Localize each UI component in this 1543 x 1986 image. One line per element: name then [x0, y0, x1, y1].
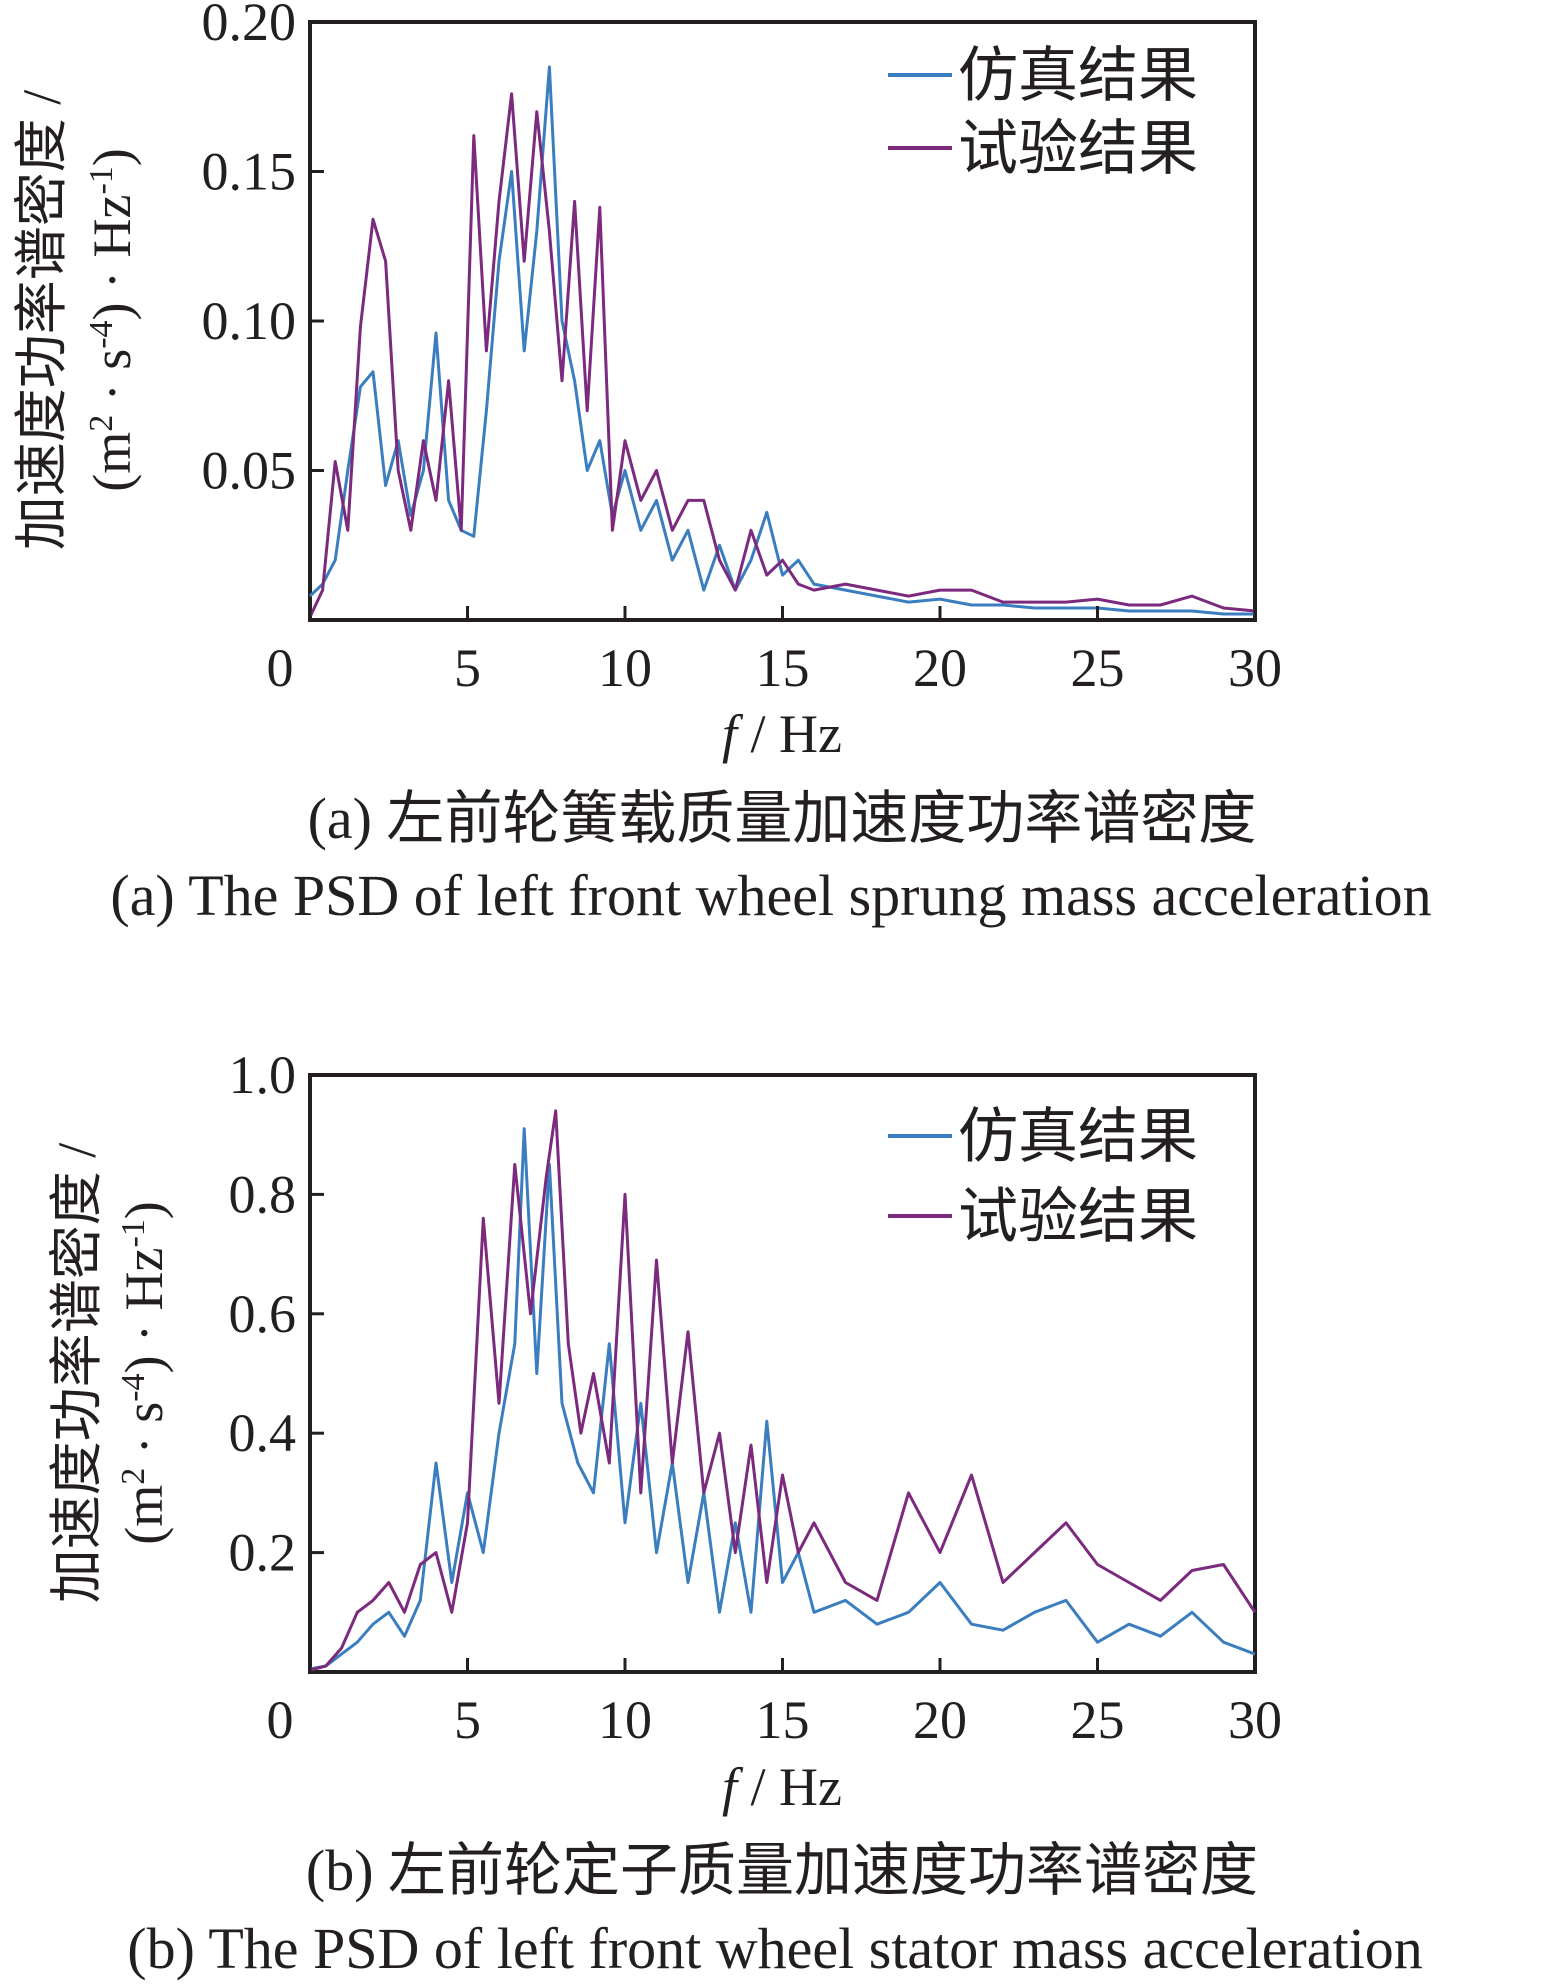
panel-b-ylabel-line2: (m2 · s-4) · Hz-1) — [114, 1201, 174, 1545]
panel-a-legend-simulation-label: 仿真结果 — [958, 43, 1198, 109]
panel-b-caption-cn: (b) 左前轮定子质量加速度功率谱密度 — [306, 1838, 1258, 1903]
panel-a-legend-experiment-label: 试验结果 — [958, 116, 1198, 182]
panel-b-x-tick-label: 25 — [1071, 1690, 1125, 1750]
panel-a-y-axis-label: 加速度功率谱密度 / (m2 · s-4) · Hz-1) — [12, 90, 142, 551]
panel-a-x-axis-label: f / Hz — [722, 704, 842, 764]
panel-b-y-tick-label: 0.2 — [229, 1523, 297, 1583]
panel-a-xlabel-unit: / Hz — [737, 704, 842, 764]
panel-b-y-tick-label: 0.6 — [229, 1284, 297, 1344]
panel-b-y-tick-label: 1.0 — [229, 1045, 297, 1105]
panel-a-caption-en: (a) The PSD of left front wheel sprung m… — [110, 863, 1431, 928]
panel-b-x-tick-label: 5 — [454, 1690, 481, 1750]
panel-a-axes-frame — [308, 20, 1257, 622]
panel-b: 0 5 10 15 20 25 30 0.2 0.4 0.6 0.8 1.0 f / Hz 加速度功率… — [47, 1045, 1423, 1981]
panel-b-legend: 仿真结果 试验结果 — [888, 1104, 1198, 1250]
panel-b-ylabel-line1: 加速度功率谱密度 / — [47, 1143, 107, 1604]
svg-text:f / Hz: f / Hz — [722, 1757, 842, 1817]
panel-b-x-tick-label: 10 — [598, 1690, 652, 1750]
panel-a-y-tick-label: 0.10 — [202, 291, 297, 351]
panel-a-x-tick-label: 25 — [1071, 638, 1125, 698]
panel-b-caption-en: (b) The PSD of left front wheel stator m… — [127, 1916, 1422, 1981]
panel-b-series-simulation-line — [309, 1127, 1256, 1671]
panel-b-x-tick-label: 15 — [756, 1690, 810, 1750]
panel-a-plot-area: 0 5 10 15 20 25 30 0.05 0.10 0.15 0.20 — [202, 0, 1283, 698]
panel-a-legend: 仿真结果 试验结果 — [888, 43, 1198, 182]
panel-a-x-tick-label: 20 — [913, 638, 967, 698]
panel-a: 0 5 10 15 20 25 30 0.05 0.10 0.15 0.20 f / Hz 加速度功… — [12, 0, 1432, 928]
panel-b-series-experiment-line — [309, 1109, 1257, 1672]
panel-a-ticks: 0 5 10 15 20 25 30 0.05 0.10 0.15 0.20 — [202, 0, 1283, 698]
panel-a-y-tick-label: 0.20 — [202, 0, 297, 52]
panel-b-x-tick-label: 20 — [913, 1690, 967, 1750]
panel-a-ylabel-line2: (m2 · s-4) · Hz-1) — [82, 148, 142, 492]
panel-a-x-tick-label: 30 — [1228, 638, 1282, 698]
panel-b-plot-area: 0 5 10 15 20 25 30 0.2 0.4 0.6 0.8 1.0 — [229, 1045, 1283, 1750]
panel-a-x-tick-label: 15 — [756, 638, 810, 698]
panel-a-ylabel-line1: 加速度功率谱密度 / — [12, 90, 72, 551]
panel-a-x-tick-label: 0 — [267, 638, 294, 698]
panel-a-x-tick-label: 10 — [598, 638, 652, 698]
panel-b-x-tick-label: 0 — [267, 1690, 294, 1750]
panel-b-ticks: 0 5 10 15 20 25 30 0.2 0.4 0.6 0.8 1.0 — [229, 1045, 1283, 1750]
panel-b-y-axis-label: 加速度功率谱密度 / (m2 · s-4) · Hz-1) — [47, 1143, 174, 1604]
panel-b-y-tick-label: 0.4 — [229, 1403, 297, 1463]
panel-b-x-axis-label: f / Hz — [722, 1757, 842, 1817]
panel-a-x-tick-label: 5 — [454, 638, 481, 698]
panel-b-legend-simulation-label: 仿真结果 — [958, 1104, 1198, 1170]
panel-a-series-group — [308, 65, 1256, 618]
panel-a-y-tick-label: 0.05 — [202, 441, 297, 501]
panel-b-xlabel-unit: / Hz — [737, 1757, 842, 1817]
panel-a-series-experiment-line — [308, 92, 1256, 618]
panel-a-caption-cn: (a) 左前轮簧载质量加速度功率谱密度 — [308, 786, 1257, 851]
panel-a-y-tick-label: 0.15 — [202, 142, 297, 202]
panel-b-x-tick-label: 30 — [1228, 1690, 1282, 1750]
svg-text:f / Hz: f / Hz — [722, 704, 842, 764]
panel-b-legend-experiment-label: 试验结果 — [958, 1184, 1198, 1250]
panel-b-series-group — [309, 1109, 1257, 1672]
panel-b-y-tick-label: 0.8 — [229, 1164, 297, 1224]
